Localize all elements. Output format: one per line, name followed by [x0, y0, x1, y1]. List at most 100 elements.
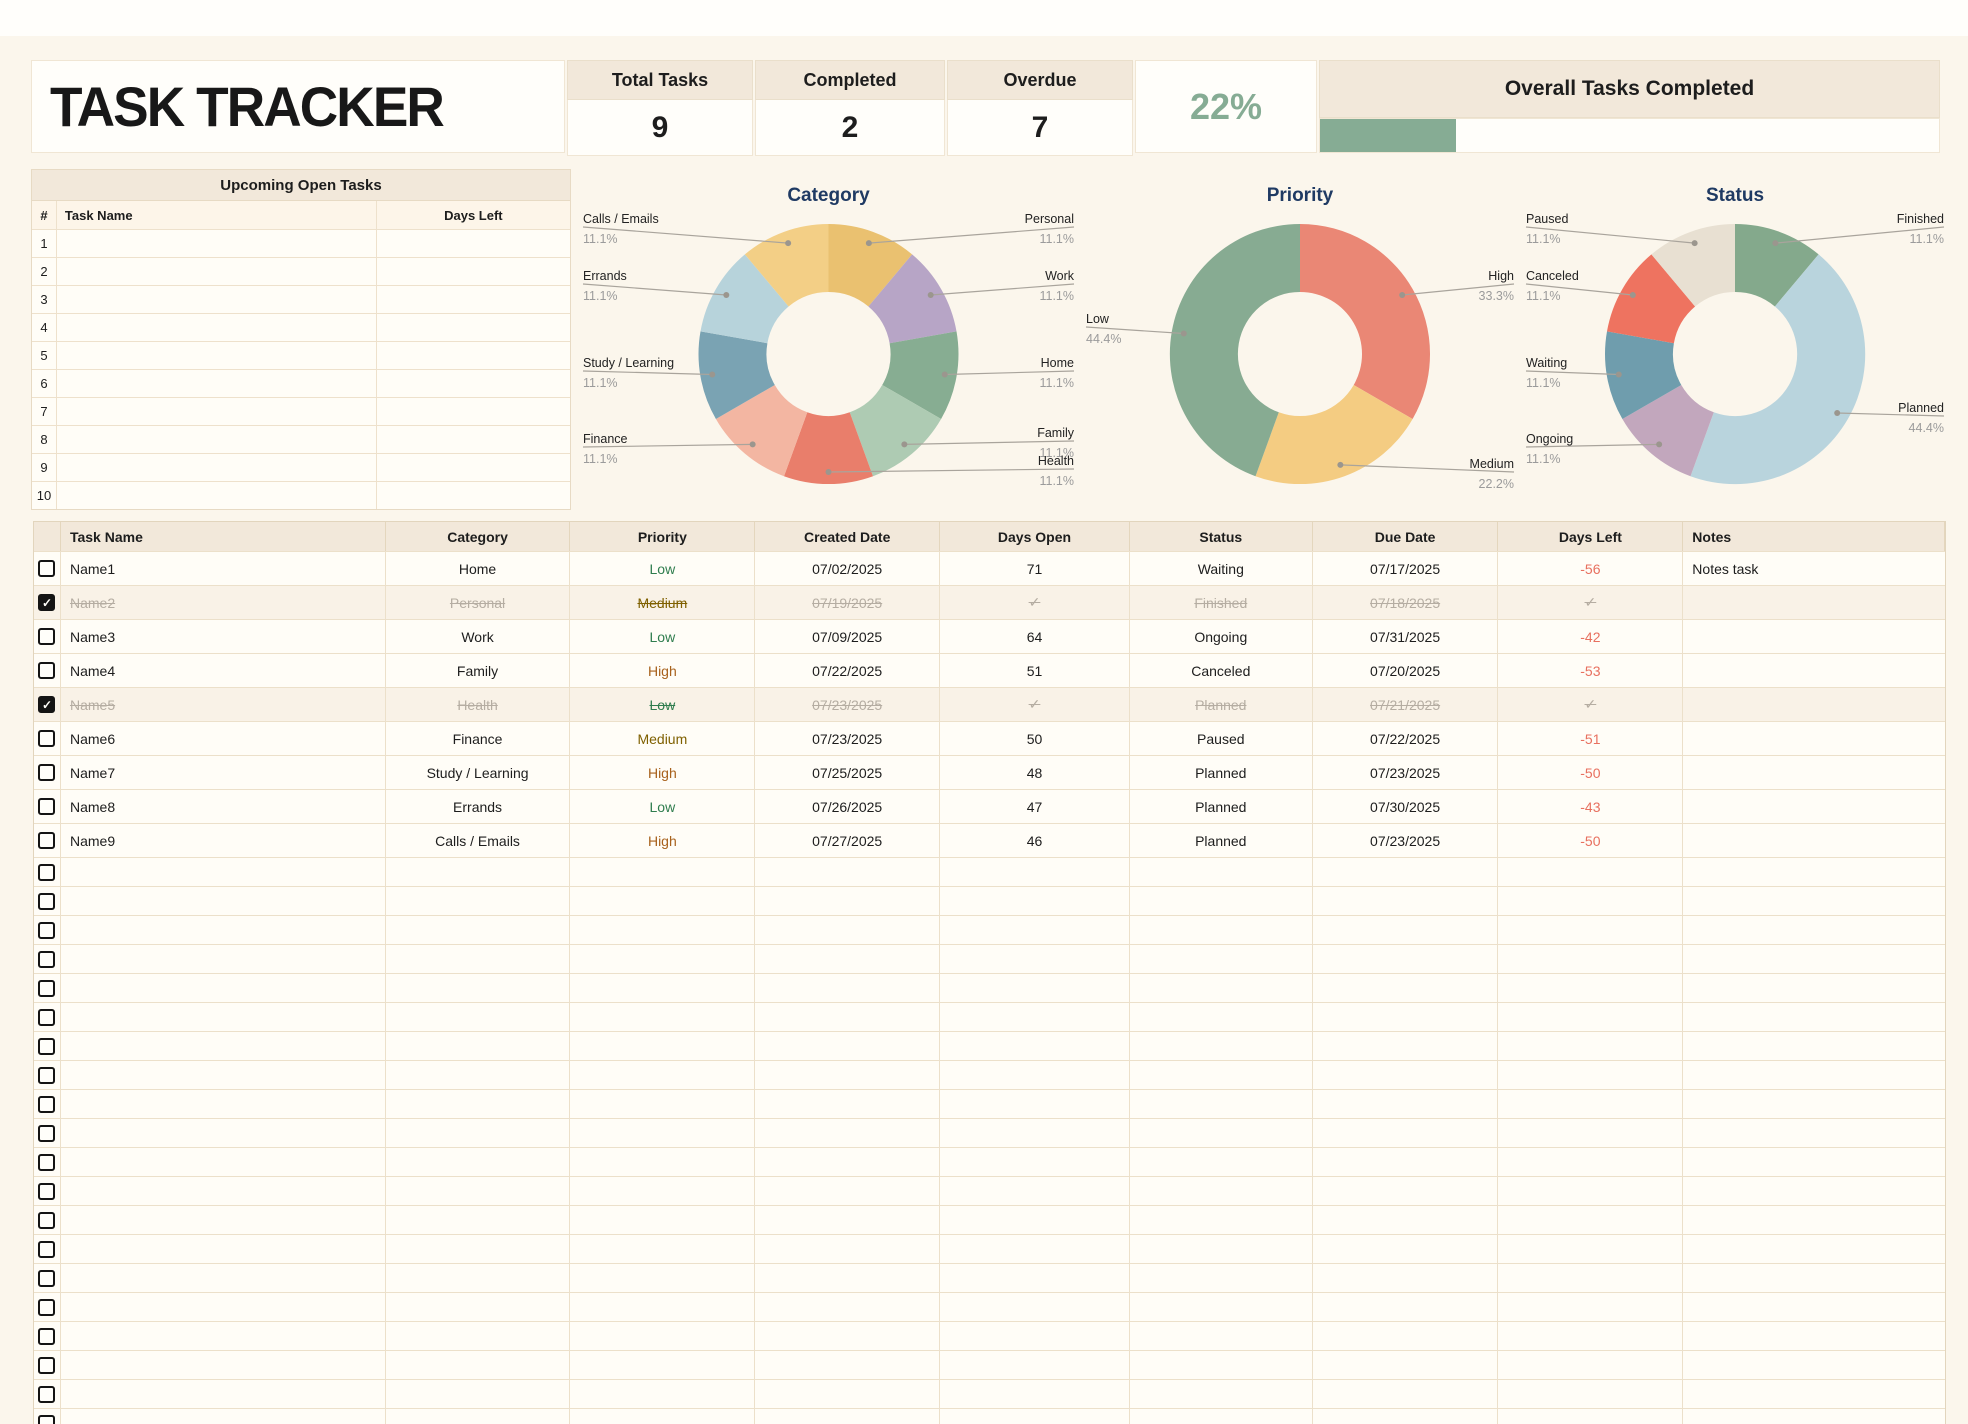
- cell-category[interactable]: Finance: [386, 722, 571, 755]
- upcoming-task-name-cell[interactable]: [57, 230, 377, 257]
- cell-due[interactable]: [1313, 1409, 1499, 1424]
- cell-category[interactable]: Home: [386, 552, 571, 585]
- cell-category[interactable]: [386, 974, 571, 1002]
- cell-name[interactable]: [61, 1322, 386, 1350]
- cell-days-open[interactable]: [940, 1032, 1130, 1060]
- cell-notes[interactable]: [1683, 916, 1945, 944]
- cell-category[interactable]: Work: [386, 620, 571, 653]
- cell-category[interactable]: [386, 1380, 571, 1408]
- cell-due[interactable]: [1313, 1235, 1499, 1263]
- cell-notes[interactable]: [1683, 722, 1945, 755]
- cell-due[interactable]: [1313, 1264, 1499, 1292]
- cell-status[interactable]: [1130, 1235, 1313, 1263]
- cell-days-left[interactable]: [1498, 1235, 1684, 1263]
- upcoming-days-left-cell[interactable]: [377, 398, 570, 425]
- cell-due[interactable]: [1313, 1206, 1499, 1234]
- cell-status[interactable]: [1130, 1032, 1313, 1060]
- cell-priority[interactable]: [570, 916, 756, 944]
- cell-days-open[interactable]: [940, 1206, 1130, 1234]
- cell-name[interactable]: Name4: [61, 654, 386, 687]
- cell-days-left[interactable]: -43: [1498, 790, 1684, 823]
- row-checkbox[interactable]: [38, 1356, 56, 1374]
- row-checkbox[interactable]: [38, 863, 56, 881]
- cell-due[interactable]: 07/22/2025: [1313, 722, 1499, 755]
- cell-priority[interactable]: High: [570, 756, 756, 789]
- cell-days-open[interactable]: 71: [940, 552, 1130, 585]
- cell-days-open[interactable]: 46: [940, 824, 1130, 857]
- cell-notes[interactable]: [1683, 1380, 1945, 1408]
- cell-name[interactable]: [61, 1351, 386, 1379]
- cell-days-left[interactable]: [1498, 945, 1684, 973]
- upcoming-days-left-cell[interactable]: [377, 258, 570, 285]
- row-checkbox[interactable]: ✓: [38, 594, 56, 611]
- cell-priority[interactable]: [570, 1409, 756, 1424]
- cell-created[interactable]: [755, 1322, 941, 1350]
- cell-days-open[interactable]: [940, 1264, 1130, 1292]
- cell-created[interactable]: [755, 1177, 941, 1205]
- stat-completed-value[interactable]: 2: [755, 100, 945, 156]
- cell-notes[interactable]: [1683, 1264, 1945, 1292]
- cell-priority[interactable]: Low: [570, 688, 756, 721]
- row-checkbox[interactable]: [38, 1211, 56, 1229]
- cell-priority[interactable]: Low: [570, 790, 756, 823]
- cell-due[interactable]: [1313, 974, 1499, 1002]
- cell-due[interactable]: [1313, 858, 1499, 886]
- cell-name[interactable]: [61, 858, 386, 886]
- cell-notes[interactable]: [1683, 1032, 1945, 1060]
- cell-days-left[interactable]: [1498, 974, 1684, 1002]
- cell-status[interactable]: Planned: [1130, 824, 1313, 857]
- upcoming-days-left-cell[interactable]: [377, 342, 570, 369]
- row-checkbox[interactable]: [38, 628, 56, 645]
- row-checkbox[interactable]: [38, 921, 56, 939]
- cell-status[interactable]: [1130, 858, 1313, 886]
- cell-name[interactable]: [61, 916, 386, 944]
- cell-due[interactable]: [1313, 1148, 1499, 1176]
- cell-status[interactable]: Paused: [1130, 722, 1313, 755]
- cell-category[interactable]: Study / Learning: [386, 756, 571, 789]
- cell-notes[interactable]: [1683, 945, 1945, 973]
- cell-days-open[interactable]: [940, 1351, 1130, 1379]
- cell-days-open[interactable]: [940, 1293, 1130, 1321]
- cell-days-open[interactable]: [940, 1061, 1130, 1089]
- cell-created[interactable]: [755, 1119, 941, 1147]
- row-checkbox[interactable]: [38, 764, 56, 781]
- cell-priority[interactable]: [570, 1148, 756, 1176]
- row-checkbox[interactable]: [38, 1385, 56, 1403]
- cell-status[interactable]: [1130, 1003, 1313, 1031]
- cell-due[interactable]: 07/17/2025: [1313, 552, 1499, 585]
- row-checkbox[interactable]: [38, 1298, 56, 1316]
- cell-notes[interactable]: [1683, 1090, 1945, 1118]
- cell-days-left[interactable]: [1498, 1032, 1684, 1060]
- cell-status[interactable]: Planned: [1130, 688, 1313, 721]
- row-checkbox[interactable]: [38, 1037, 56, 1055]
- cell-category[interactable]: [386, 858, 571, 886]
- cell-due[interactable]: 07/23/2025: [1313, 824, 1499, 857]
- cell-due[interactable]: [1313, 1322, 1499, 1350]
- cell-priority[interactable]: [570, 1003, 756, 1031]
- cell-status[interactable]: [1130, 1119, 1313, 1147]
- cell-days-open[interactable]: [940, 945, 1130, 973]
- cell-category[interactable]: [386, 1177, 571, 1205]
- cell-name[interactable]: [61, 1061, 386, 1089]
- cell-days-open[interactable]: [940, 1380, 1130, 1408]
- row-checkbox[interactable]: [38, 1269, 56, 1287]
- cell-due[interactable]: [1313, 1090, 1499, 1118]
- cell-notes[interactable]: [1683, 1293, 1945, 1321]
- cell-days-open[interactable]: 64: [940, 620, 1130, 653]
- cell-status[interactable]: [1130, 1206, 1313, 1234]
- cell-days-open[interactable]: [940, 858, 1130, 886]
- cell-name[interactable]: Name1: [61, 552, 386, 585]
- upcoming-task-name-cell[interactable]: [57, 258, 377, 285]
- cell-priority[interactable]: [570, 1090, 756, 1118]
- row-checkbox[interactable]: [38, 950, 56, 968]
- cell-created[interactable]: [755, 1264, 941, 1292]
- cell-days-open[interactable]: [940, 887, 1130, 915]
- row-checkbox[interactable]: [38, 1124, 56, 1142]
- cell-due[interactable]: [1313, 1032, 1499, 1060]
- row-checkbox[interactable]: [38, 730, 56, 747]
- cell-created[interactable]: 07/22/2025: [755, 654, 941, 687]
- row-checkbox[interactable]: ✓: [38, 696, 56, 713]
- cell-status[interactable]: [1130, 974, 1313, 1002]
- cell-created[interactable]: [755, 1090, 941, 1118]
- cell-notes[interactable]: [1683, 1235, 1945, 1263]
